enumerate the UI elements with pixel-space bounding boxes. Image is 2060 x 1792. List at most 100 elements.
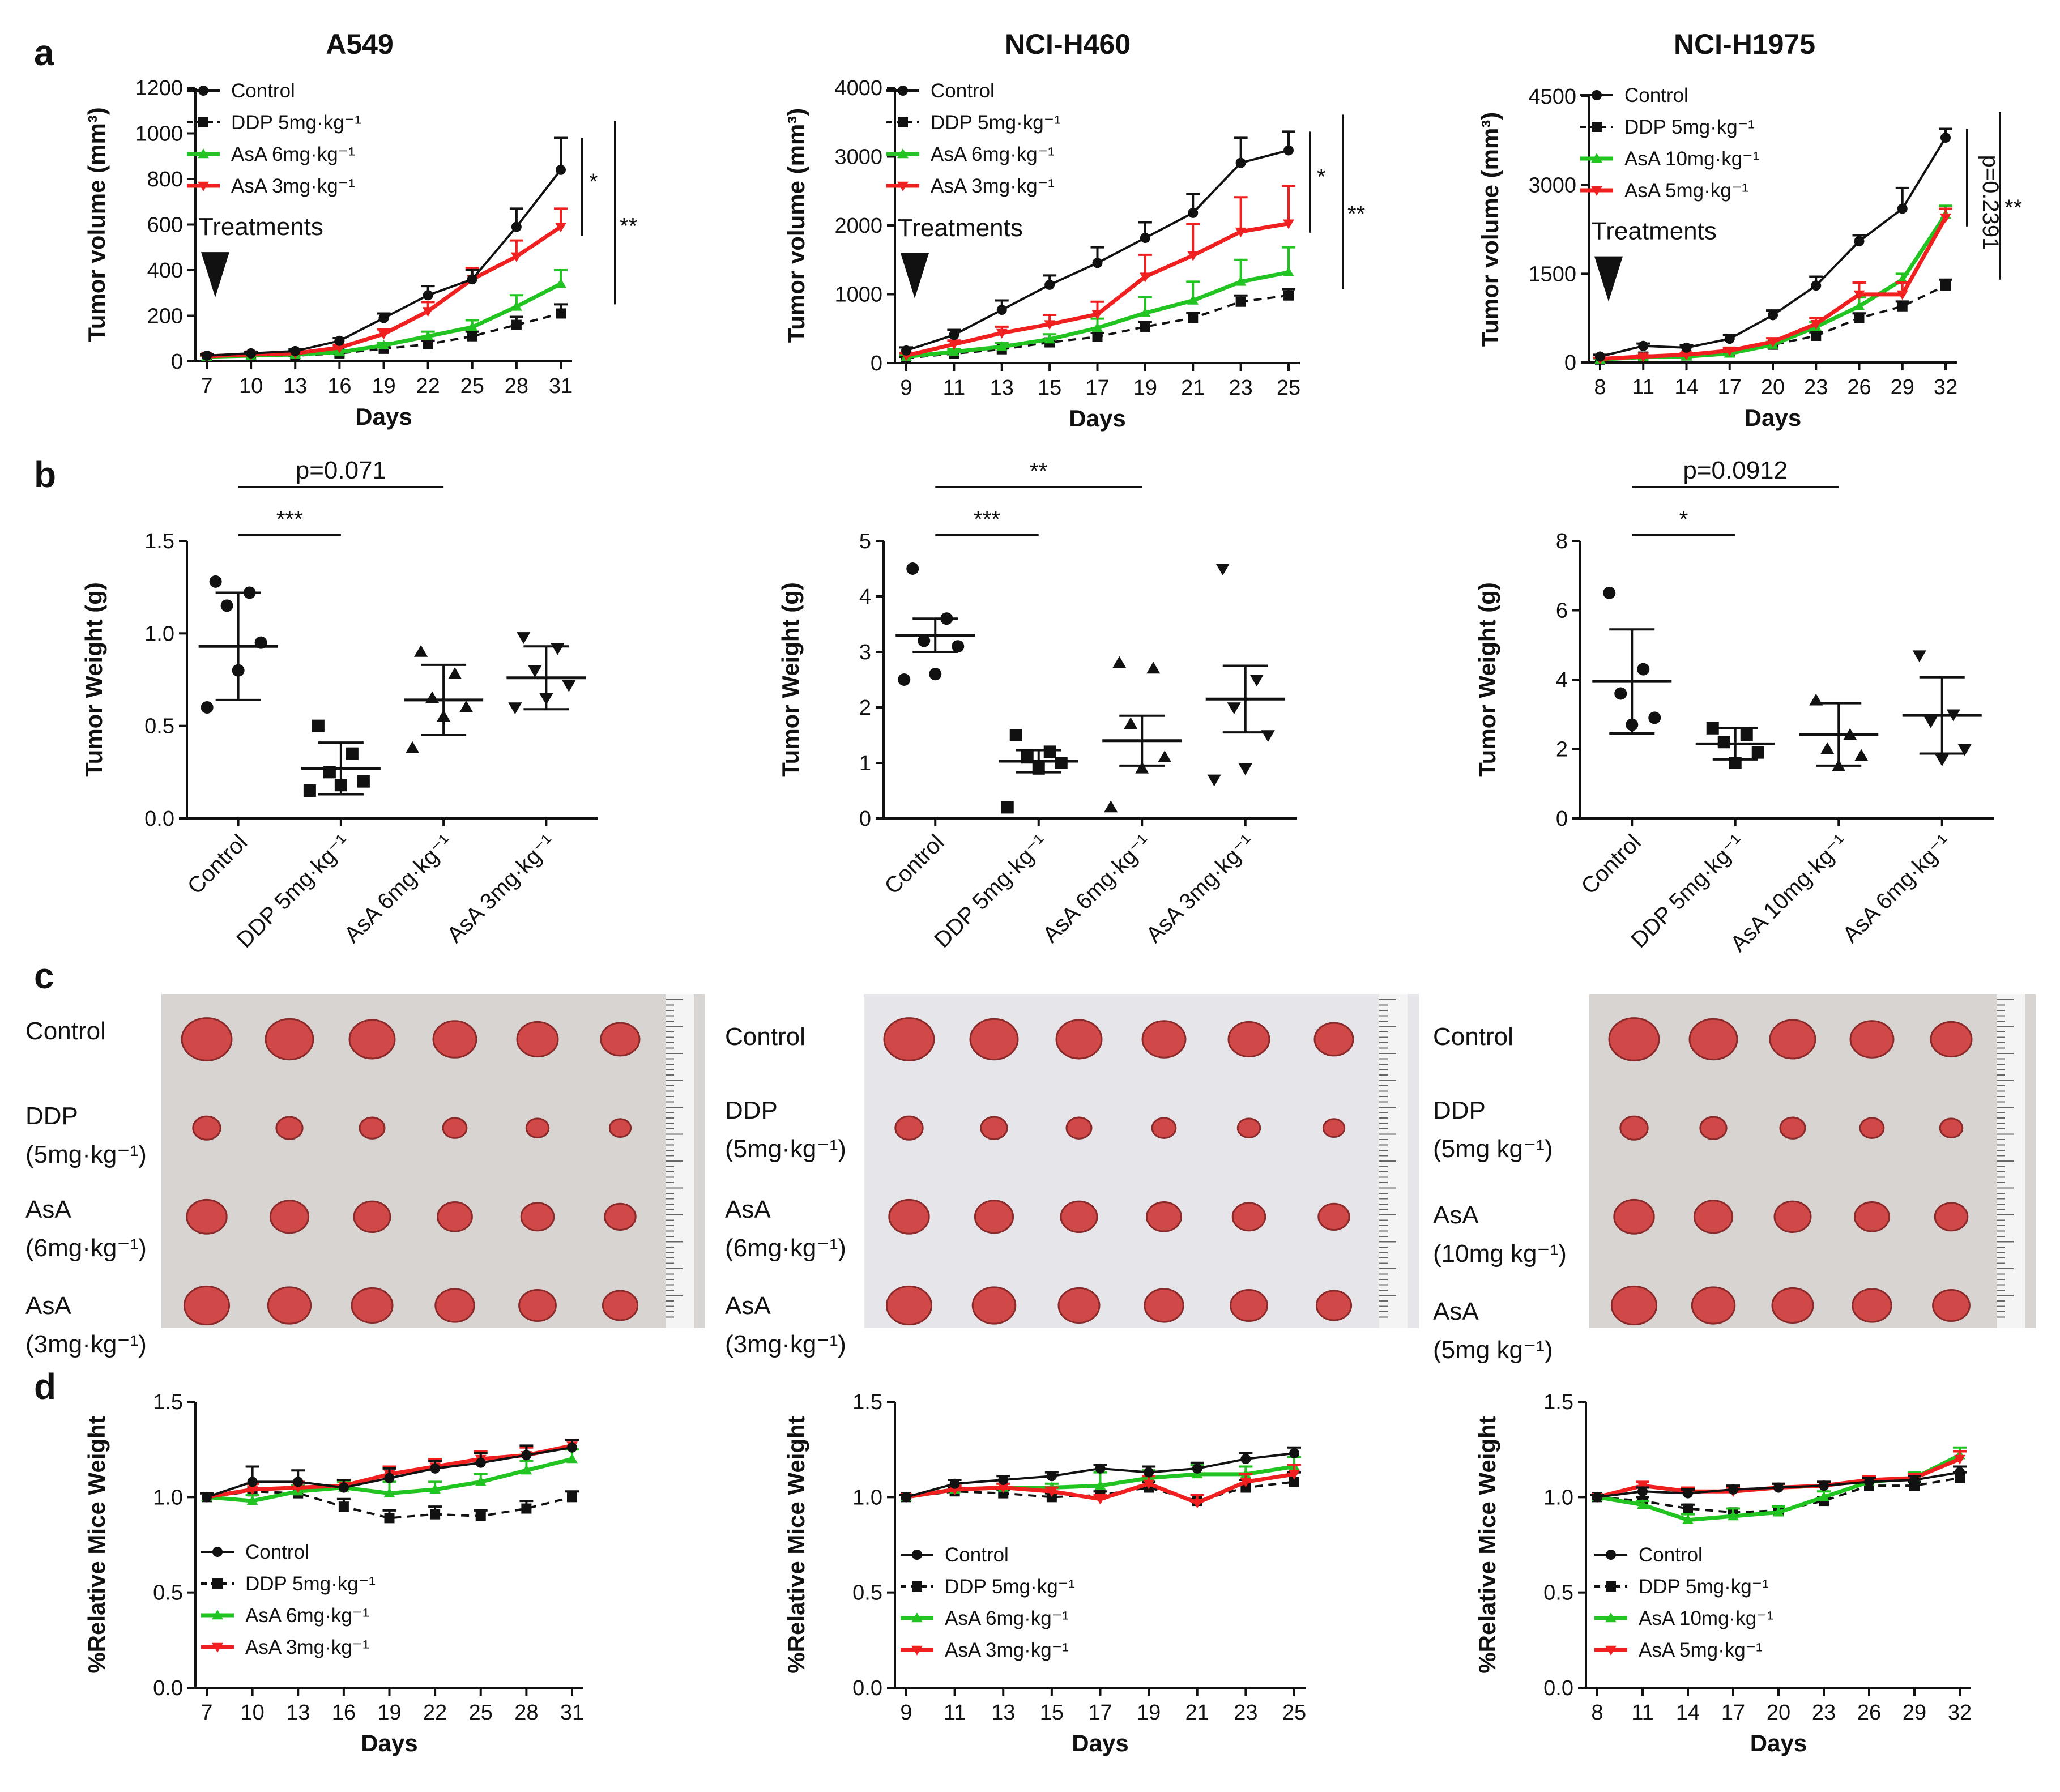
data-point <box>1055 757 1068 769</box>
data-point <box>384 1473 395 1483</box>
data-point <box>406 741 420 753</box>
x-tick-label: 19 <box>1133 376 1157 400</box>
x-tick-label: 28 <box>514 1701 538 1725</box>
photo-row-label: AsA <box>25 1292 71 1320</box>
x-tick-label: 23 <box>1812 1701 1836 1725</box>
data-point <box>1935 754 1949 766</box>
data-point <box>1139 307 1151 317</box>
x-tick-label: 32 <box>1948 1701 1972 1725</box>
legend-marker <box>912 1581 922 1592</box>
legend-label: AsA 3mg·kg⁻¹ <box>245 1636 369 1658</box>
data-point <box>562 680 576 692</box>
tumor <box>1693 1200 1734 1234</box>
data-point <box>459 700 474 712</box>
data-point <box>475 1476 487 1486</box>
data-point <box>1854 313 1865 323</box>
legend-marker <box>198 86 208 96</box>
data-point <box>422 330 434 340</box>
legend-marker <box>198 148 209 159</box>
y-tick-label: 4 <box>859 585 871 609</box>
data-point <box>1235 157 1246 168</box>
x-tick-label: 8 <box>1591 1701 1603 1725</box>
data-point <box>1009 729 1022 741</box>
series-0 <box>200 136 568 361</box>
data-point <box>952 640 965 653</box>
tumor <box>1230 1288 1268 1322</box>
data-point <box>1044 320 1056 330</box>
x-tick-label: 8 <box>1594 376 1606 399</box>
legend-label: AsA 3mg·kg⁻¹ <box>945 1639 1069 1661</box>
data-point <box>1191 1499 1203 1509</box>
data-point <box>1603 586 1616 599</box>
tumor <box>434 1288 475 1323</box>
data-point <box>1144 1467 1154 1478</box>
y-axis-label: %Relative Mice Weight <box>1474 1416 1500 1673</box>
tumor <box>1060 1200 1098 1234</box>
y-tick-label: 200 <box>147 305 183 328</box>
legend-marker <box>898 86 908 96</box>
data-point <box>1811 280 1822 291</box>
y-tick-label: 1.5 <box>852 1390 882 1414</box>
series-3 <box>1593 207 1952 365</box>
y-tick-label: 0 <box>871 352 882 376</box>
data-point <box>996 328 1008 339</box>
category-label: AsA 3mg·kg⁻¹ <box>442 830 560 948</box>
data-point <box>383 1487 395 1497</box>
legend-label: DDP 5mg·kg⁻¹ <box>945 1576 1075 1598</box>
data-point <box>1044 334 1056 344</box>
data-point <box>1140 233 1150 244</box>
data-point <box>996 341 1008 351</box>
photo-panel-2: Control DDP (5mg kg⁻¹) AsA (10mg kg⁻¹) AsA (5m… <box>1433 994 2036 1364</box>
data-point <box>1923 716 1938 728</box>
tumor <box>1610 1285 1658 1326</box>
series-0 <box>200 1439 579 1503</box>
x-tick-label: 16 <box>327 374 351 398</box>
tumor <box>1619 1115 1649 1141</box>
tumor <box>442 1117 468 1139</box>
category-label: AsA 6mg·kg⁻¹ <box>1038 830 1156 948</box>
x-axis-label: Days <box>1745 404 1801 431</box>
data-point <box>1091 322 1103 332</box>
data-point <box>1637 1499 1648 1509</box>
data-point <box>1820 742 1835 754</box>
tumor <box>1932 1288 1971 1322</box>
data-point <box>1238 763 1252 775</box>
data-point <box>901 345 911 356</box>
group-2 <box>1102 656 1182 813</box>
photo-row-label: AsA <box>725 1292 771 1320</box>
sig-label: p=0.0912 <box>1683 456 1788 484</box>
data-point <box>929 668 942 681</box>
legend-marker <box>897 148 909 159</box>
x-axis-label: Days <box>1750 1730 1807 1756</box>
data-point <box>1767 338 1778 348</box>
y-tick-label: 0.0 <box>1543 1676 1573 1700</box>
group-0 <box>895 562 975 686</box>
tumor <box>1146 1201 1182 1232</box>
y-tick-label: 4 <box>1556 668 1568 692</box>
chart-a2: 0 1000 2000 3000 4000 9 11 13 15 17 19 21 23 25 Days Tu… <box>783 76 1365 432</box>
data-point <box>1740 729 1753 741</box>
series-0 <box>1593 127 1952 362</box>
y-tick-label: 4500 <box>1528 85 1576 109</box>
data-point <box>384 1513 395 1524</box>
title-a549: A549 <box>326 28 394 60</box>
x-tick-label: 13 <box>283 374 307 398</box>
data-point <box>1854 749 1869 761</box>
y-tick-label: 8 <box>1556 530 1568 553</box>
data-point <box>1818 1491 1829 1501</box>
tumor <box>1930 1021 1973 1058</box>
legend-marker <box>212 1610 223 1620</box>
x-tick-label: 25 <box>1282 1701 1306 1725</box>
y-tick-label: 1000 <box>834 283 882 307</box>
legend-label: Control <box>1624 84 1688 106</box>
photo-row-label: Control <box>25 1017 106 1045</box>
tumor <box>1608 1017 1660 1061</box>
tumor <box>1613 1198 1655 1235</box>
y-tick-label: 1.0 <box>153 1486 183 1509</box>
data-point <box>511 221 522 232</box>
treatments-arrow <box>901 253 929 298</box>
y-tick-label: 0.0 <box>144 807 174 831</box>
data-point <box>556 164 566 175</box>
y-tick-label: 1500 <box>1528 262 1576 286</box>
